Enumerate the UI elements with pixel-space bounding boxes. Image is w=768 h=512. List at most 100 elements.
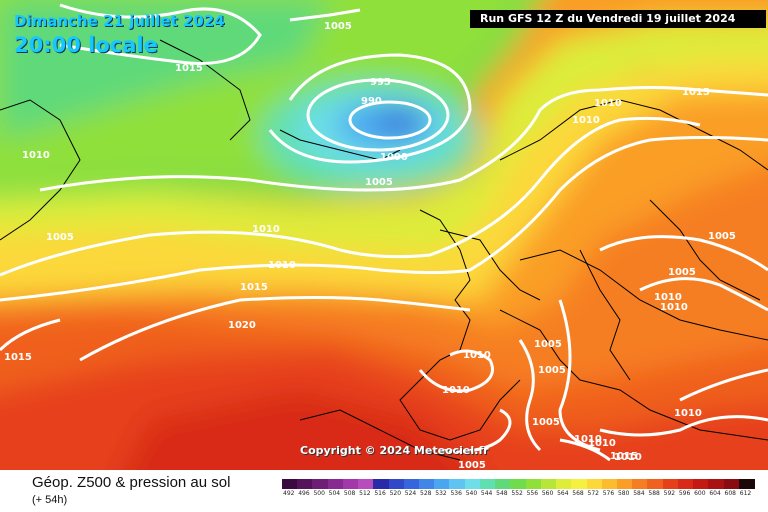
scale-label: 524 [404,490,417,497]
isobar-label: 1005 [365,177,393,188]
scale-label: 572 [587,490,599,497]
isobar-labels: 1005 1015 1010 995 990 1000 1005 1010 10… [4,21,736,470]
scale-swatch [419,479,436,489]
scale-swatch [571,479,588,489]
scale-label: 516 [374,490,386,497]
scale-swatch [738,479,755,489]
isobar-label: 1010 [614,452,642,463]
scale-label: 508 [343,490,356,497]
isobar-label: 1020 [228,320,256,331]
isobar-label: 1015 [4,352,32,363]
color-field [0,0,768,470]
isobar-label: 1005 [538,365,566,376]
isobar-label: 1015 [610,451,638,462]
scale-label: 528 [420,490,432,497]
geopotential-field: 1005 1015 1010 995 990 1000 1005 1010 10… [0,0,768,470]
scale-label: 608 [724,490,736,497]
isobar-label: 1005 [532,417,560,428]
scale-label: 588 [648,490,660,497]
scale-label: 496 [298,490,310,497]
scale-swatch [693,479,710,489]
copyright-notice: Copyright © 2024 Meteociel.fr [300,444,489,457]
isobar-label: 1005 [324,21,352,32]
isobar-label: 1010 [594,98,622,109]
scale-label: 600 [694,490,706,497]
isobar-label: 1015 [240,282,268,293]
scale-label: 548 [496,490,508,497]
scale-swatch [708,479,725,489]
weather-map: 1005 1015 1010 995 990 1000 1005 1010 10… [0,0,768,470]
isobar-label: 1010 [22,150,50,161]
scale-label: 544 [480,490,493,497]
isobar-label: 1010 [574,434,602,445]
scale-label: 540 [465,490,478,497]
scale-label: 584 [633,490,645,497]
isobar-label: 990 [361,96,382,107]
scale-label: 604 [709,490,721,497]
scale-swatch [342,479,359,489]
isobar-label: 1010 [252,224,280,235]
scale-label: 492 [283,490,295,497]
scale-label: 532 [435,490,447,497]
isobar-label: 1005 [668,267,696,278]
forecast-local-time: 20:00 locale [14,33,158,57]
legend-lead-time: (+ 54h) [32,494,68,506]
isobar-label: 1005 [46,232,74,243]
scale-swatch [312,479,329,489]
scale-swatch [373,479,390,489]
scale-label: 520 [389,490,402,497]
scale-label: 504 [328,490,341,497]
scale-label: 612 [739,490,752,497]
isobar-label: 1010 [654,292,682,303]
isobar-label: 995 [370,77,391,88]
scale-swatch [403,479,420,489]
scale-swatch [388,479,405,489]
scale-swatch [723,479,740,489]
scale-swatch [632,479,649,489]
isobar-label: 1010 [588,438,616,449]
scale-swatch [662,479,679,489]
isobar-label: 1010 [463,350,491,361]
forecast-date: Dimanche 21 juillet 2024 [14,12,225,30]
scale-swatch [540,479,557,489]
model-run-banner: Run GFS 12 Z du Vendredi 19 juillet 2024 [470,10,766,28]
coastlines [0,39,768,461]
isobar-label: 1010 [674,408,702,419]
isobar-label: 1015 [175,63,203,74]
scale-label: 568 [572,490,584,497]
isobar-label: 1005 [534,339,562,350]
legend-title: Géop. Z500 & pression au sol [32,474,231,491]
scale-label: 536 [450,490,462,497]
isobar-label: 1000 [380,152,408,163]
scale-swatch [556,479,573,489]
scale-label: 580 [617,490,630,497]
scale-label: 556 [526,490,539,497]
scale-swatch [647,479,664,489]
scale-label: 592 [663,490,676,497]
scale-label: 560 [541,490,554,497]
scale-label: 596 [678,490,691,497]
isobar-label: 1015 [682,87,710,98]
isobar-label: 1005 [458,460,486,470]
scale-swatch [616,479,633,489]
scale-swatch [677,479,694,489]
legend-bar: Géop. Z500 & pression au sol (+ 54h) 492… [0,470,768,512]
scale-swatch [434,479,451,489]
scale-label: 564 [557,490,569,497]
scale-label: 552 [511,490,523,497]
isobar-label: 1010 [442,385,470,396]
scale-swatch [282,479,298,489]
isobar-label: 1010 [660,302,688,313]
scale-label: 512 [359,490,371,497]
scale-label: 500 [313,490,325,497]
scale-swatch [449,479,466,489]
isobar-label: 1005 [708,231,736,242]
scale-swatch [464,479,481,489]
scale-swatch [510,479,527,489]
scale-swatch [601,479,618,489]
scale-swatch [358,479,375,489]
isobar-label: 1010 [268,260,296,271]
scale-swatch [525,479,542,489]
scale-swatch [586,479,603,489]
scale-swatch [479,479,496,489]
